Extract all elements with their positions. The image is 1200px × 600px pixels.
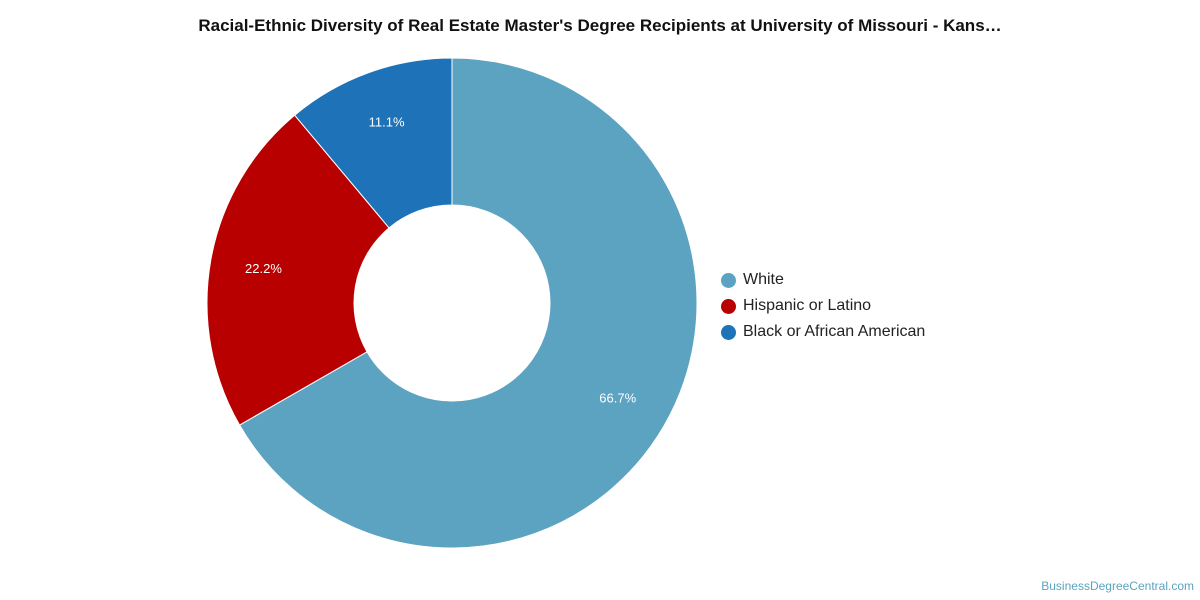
slice-data-label: 11.1% xyxy=(369,114,405,129)
legend-label: Black or African American xyxy=(743,323,926,340)
legend-swatch xyxy=(721,324,736,340)
legend-swatch xyxy=(721,272,736,288)
slice-hispanic-or-latino[interactable] xyxy=(206,114,390,426)
slice-black-or-african-american[interactable] xyxy=(293,57,453,229)
legend-item-black-or-african-american[interactable]: Black or African American xyxy=(721,319,925,345)
source-credit-link[interactable]: BusinessDegreeCentral.com xyxy=(1041,579,1194,593)
legend-item-white[interactable]: White xyxy=(721,267,925,293)
chart-title: Racial-Ethnic Diversity of Real Estate M… xyxy=(198,16,1002,35)
slice-white[interactable] xyxy=(238,57,698,549)
slice-data-label: 22.2% xyxy=(245,261,282,276)
legend-swatch xyxy=(721,298,736,314)
legend-label: White xyxy=(743,271,784,288)
legend-label: Hispanic or Latino xyxy=(743,297,872,314)
legend-item-hispanic-or-latino[interactable]: Hispanic or Latino xyxy=(721,293,925,319)
chart-legend: White Hispanic or Latino Black or Africa… xyxy=(721,267,925,345)
slice-data-label: 66.7% xyxy=(599,390,636,405)
